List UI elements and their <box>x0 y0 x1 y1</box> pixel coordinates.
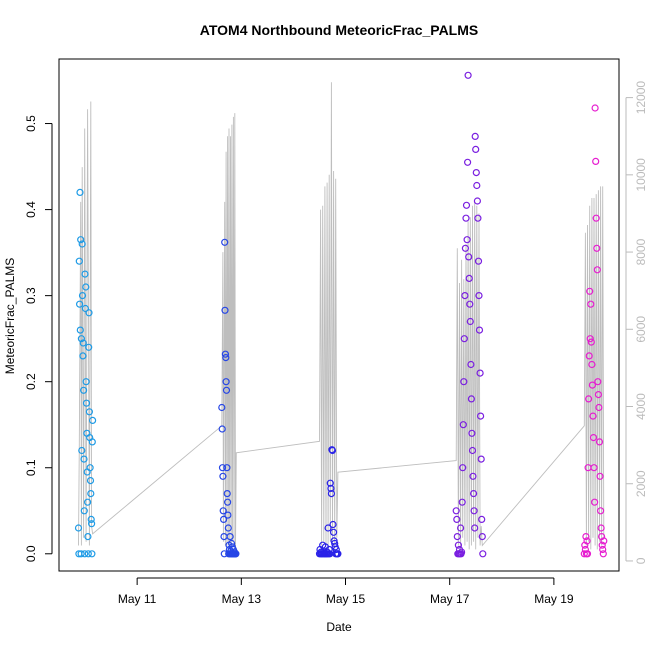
y-axis-left: 0.0 0.1 0.2 0.3 0.4 0.5 <box>24 115 52 562</box>
data-point <box>477 370 483 376</box>
data-point <box>472 525 478 531</box>
data-point <box>474 198 480 204</box>
data-point <box>454 534 460 540</box>
data-point <box>462 293 468 299</box>
data-point <box>592 105 598 111</box>
y-axis-right: 0 2000 4000 6000 8000 10000 12000 <box>626 81 648 565</box>
points-layer <box>76 72 607 557</box>
data-point <box>478 456 484 462</box>
data-point <box>480 551 486 557</box>
data-point <box>90 417 96 423</box>
y2-tick-label: 0 <box>634 557 648 564</box>
x-tick-label: May 15 <box>326 592 366 606</box>
data-point <box>465 159 471 165</box>
y2-tick-label: 10000 <box>634 158 648 192</box>
y-tick-label: 0.5 <box>24 115 38 132</box>
y-axis-label: MeteoricFrac_PALMS <box>3 258 17 374</box>
x-tick-label: May 19 <box>534 592 574 606</box>
data-point <box>470 448 476 454</box>
data-point <box>466 275 472 281</box>
data-point <box>591 465 597 471</box>
data-point <box>88 491 94 497</box>
series-line <box>79 82 604 549</box>
data-point <box>464 202 470 208</box>
data-point <box>593 158 599 164</box>
y-tick-label: 0.1 <box>24 459 38 476</box>
y2-tick-label: 6000 <box>634 316 648 343</box>
x-axis: May 11 May 13 May 15 May 17 May 19 <box>118 578 574 606</box>
data-point <box>331 529 337 535</box>
data-point <box>473 170 479 176</box>
data-point <box>594 267 600 273</box>
chart-title: ATOM4 Northbound MeteoricFrac_PALMS <box>200 22 478 38</box>
x-axis-label: Date <box>326 620 352 634</box>
data-point <box>474 183 480 189</box>
plot-frame <box>59 59 619 571</box>
data-point <box>472 133 478 139</box>
data-point <box>464 237 470 243</box>
data-point <box>465 72 471 78</box>
data-point <box>475 215 481 221</box>
line-series-layer <box>79 82 604 549</box>
y-tick-label: 0.2 <box>24 373 38 390</box>
y-tick-label: 0.3 <box>24 287 38 304</box>
data-point <box>600 551 606 557</box>
y-tick-label: 0.0 <box>24 545 38 562</box>
data-point <box>463 215 469 221</box>
data-point <box>76 258 82 264</box>
y2-tick-label: 4000 <box>634 393 648 420</box>
data-point <box>221 534 227 540</box>
data-point <box>598 508 604 514</box>
x-tick-label: May 13 <box>222 592 262 606</box>
y2-tick-label: 12000 <box>634 81 648 115</box>
y-tick-label: 0.4 <box>24 201 38 218</box>
x-tick-label: May 11 <box>118 592 157 606</box>
data-point <box>462 245 468 251</box>
data-point <box>88 478 94 484</box>
y2-tick-label: 2000 <box>634 470 648 497</box>
data-point <box>219 426 225 432</box>
x-tick-label: May 17 <box>430 592 470 606</box>
data-point <box>588 301 594 307</box>
data-point <box>595 392 601 398</box>
data-point <box>473 146 479 152</box>
y2-tick-label: 8000 <box>634 238 648 265</box>
